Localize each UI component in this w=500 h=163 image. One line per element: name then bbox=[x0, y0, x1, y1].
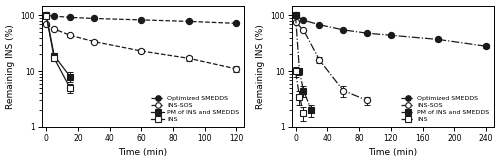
Legend: Optimized SMEDDS, INS-SOS, PM of INS and SMEDDS, INS: Optimized SMEDDS, INS-SOS, PM of INS and… bbox=[149, 94, 241, 124]
X-axis label: Time (min): Time (min) bbox=[368, 148, 418, 157]
Legend: Optimized SMEDDS, INS-SOS, PM of INS and SMEDDS, INS: Optimized SMEDDS, INS-SOS, PM of INS and… bbox=[399, 94, 491, 124]
Y-axis label: Remaining INS (%): Remaining INS (%) bbox=[256, 24, 264, 109]
Y-axis label: Remaining INS (%): Remaining INS (%) bbox=[6, 24, 15, 109]
X-axis label: Time (min): Time (min) bbox=[118, 148, 168, 157]
